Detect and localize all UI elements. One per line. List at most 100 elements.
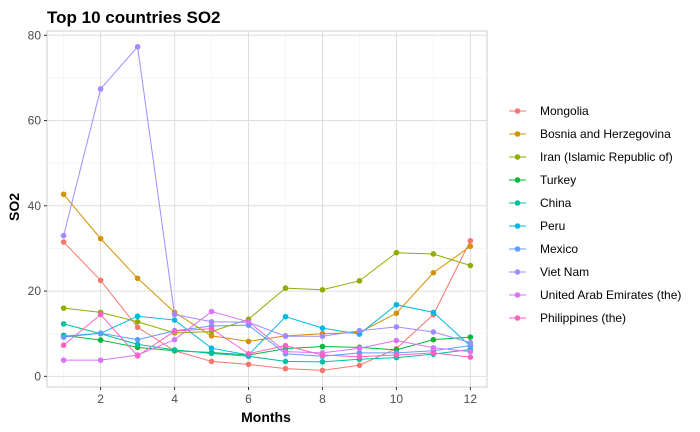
y-tick-label: 20 (28, 284, 42, 298)
data-point-united-arab-emirates-the (171, 336, 178, 343)
data-point-china (171, 347, 178, 353)
data-point-philippines-the (171, 328, 178, 334)
data-point-philippines-the (393, 352, 400, 358)
x-tick-label: 12 (464, 392, 478, 406)
data-point-iran-islamic-republic-of (282, 285, 289, 291)
data-point-bosnia-and-herzegovina (134, 275, 141, 282)
series-philippines-the (60, 311, 474, 360)
data-point-bosnia-and-herzegovina (393, 310, 400, 317)
legend-key-point (514, 154, 521, 160)
data-point-peru (430, 309, 437, 316)
x-tick-label: 10 (390, 392, 404, 406)
x-tick-label: 6 (245, 392, 252, 406)
legend-label: Turkey (540, 173, 576, 187)
data-point-mongolia (208, 358, 215, 365)
data-point-turkey (467, 334, 474, 340)
data-point-iran-islamic-republic-of (60, 305, 67, 311)
y-axis: 0 20 40 60 80 (28, 28, 47, 383)
data-point-turkey (97, 337, 104, 343)
data-point-peru (208, 345, 215, 352)
legend-label: China (540, 196, 572, 210)
legend-item-iran-islamic-republic-of: Iran (Islamic Republic of) (509, 150, 673, 164)
legend-label: Bosnia and Herzegovina (540, 127, 671, 141)
x-axis-title: Months (241, 409, 291, 425)
data-point-iran-islamic-republic-of (134, 318, 141, 325)
data-point-viet-nam (60, 232, 67, 239)
data-point-peru (319, 325, 326, 331)
x-axis: 2 4 6 8 10 12 (97, 387, 477, 406)
series-line-iran-islamic-republic-of (63, 252, 471, 334)
minor-gridlines (47, 31, 487, 387)
data-point-philippines-the (356, 353, 363, 360)
data-point-mongolia (60, 239, 67, 245)
data-point-united-arab-emirates-the (393, 337, 400, 344)
x-tick-label: 2 (97, 392, 104, 406)
x-tick-label: 8 (319, 392, 326, 406)
data-point-china (60, 321, 67, 327)
data-point-philippines-the (60, 342, 67, 349)
legend-item-turkey: Turkey (509, 173, 576, 187)
data-point-viet-nam (134, 43, 141, 50)
legend-item-bosnia-and-herzegovina: Bosnia and Herzegovina (509, 127, 671, 141)
data-point-china (319, 359, 326, 365)
y-tick-label: 40 (28, 199, 42, 213)
data-point-bosnia-and-herzegovina (208, 333, 215, 339)
legend-item-china: China (509, 196, 572, 210)
data-point-peru (171, 317, 178, 323)
data-point-mongolia (356, 362, 363, 369)
data-point-philippines-the (134, 353, 141, 359)
data-point-peru (393, 301, 400, 308)
data-point-united-arab-emirates-the (97, 357, 104, 363)
legend-label: Viet Nam (540, 265, 589, 279)
data-point-united-arab-emirates-the (430, 344, 437, 351)
data-point-iran-islamic-republic-of (319, 286, 326, 293)
data-point-philippines-the (282, 342, 289, 349)
y-tick-label: 0 (34, 369, 41, 383)
y-axis-title: SO2 (6, 193, 22, 221)
data-point-philippines-the (430, 350, 437, 356)
data-point-viet-nam (208, 318, 215, 325)
data-point-viet-nam (319, 333, 326, 340)
series-united-arab-emirates-the (60, 308, 474, 363)
legend-item-mongolia: Mongolia (509, 104, 589, 118)
data-point-united-arab-emirates-the (467, 348, 474, 355)
legend-item-mexico: Mexico (509, 242, 578, 256)
data-point-china (282, 358, 289, 365)
data-point-bosnia-and-herzegovina (467, 243, 474, 250)
legend-key-point (514, 246, 521, 252)
legend-item-philippines-the: Philippines (the) (509, 311, 626, 325)
legend-item-united-arab-emirates-the: United Arab Emirates (the) (509, 288, 681, 302)
data-point-united-arab-emirates-the (245, 318, 252, 325)
data-point-bosnia-and-herzegovina (97, 235, 104, 242)
legend-key-point (514, 315, 521, 321)
data-point-mexico (134, 336, 141, 343)
legend-item-viet-nam: Viet Nam (509, 265, 589, 279)
data-point-united-arab-emirates-the (208, 308, 215, 315)
data-point-mongolia (134, 324, 141, 331)
plot-panel (46, 30, 488, 388)
data-point-mexico (60, 334, 67, 340)
series-layer (60, 43, 474, 374)
series-line-united-arab-emirates-the (63, 310, 471, 361)
y-tick-label: 80 (28, 28, 42, 42)
legend-key-point (514, 200, 521, 206)
legend-label: Philippines (the) (540, 311, 626, 325)
data-point-mongolia (467, 237, 474, 244)
data-point-iran-islamic-republic-of (393, 249, 400, 256)
data-point-mexico (356, 350, 363, 356)
legend-key-point (514, 131, 521, 137)
series-line-philippines-the (63, 313, 471, 358)
data-point-viet-nam (97, 86, 104, 92)
data-point-mongolia (319, 367, 326, 374)
data-point-philippines-the (467, 354, 474, 360)
legend-key-point (514, 177, 521, 183)
data-point-viet-nam (467, 339, 474, 346)
data-point-bosnia-and-herzegovina (60, 191, 67, 198)
legend-label: Peru (540, 219, 565, 233)
data-point-mexico (97, 330, 104, 337)
data-point-mongolia (245, 361, 252, 368)
legend-label: Mexico (540, 242, 578, 256)
data-point-viet-nam (171, 311, 178, 318)
data-point-viet-nam (430, 329, 437, 335)
